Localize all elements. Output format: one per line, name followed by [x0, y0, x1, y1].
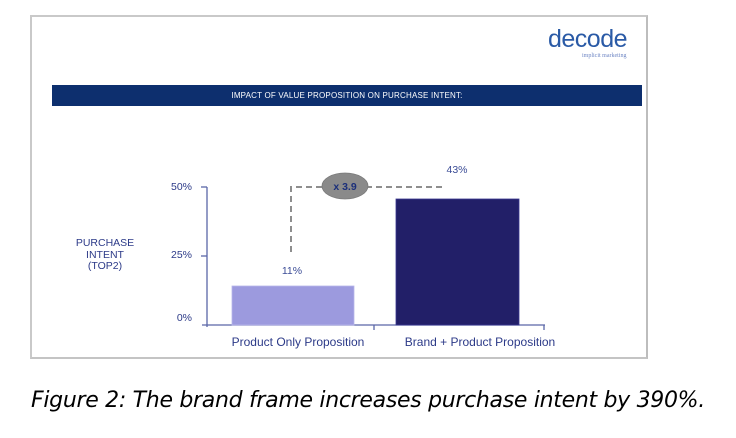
y-axis-label-line: (TOP2): [87, 260, 123, 272]
bar-brand-product: [395, 198, 520, 326]
y-tick-0: 0%: [176, 312, 192, 324]
multiplier-label: x 3.9: [333, 181, 357, 193]
figure-caption: Figure 2: The brand frame increases purc…: [31, 388, 705, 413]
bar-value-label: 43%: [446, 164, 468, 176]
logo-tagline: implicit marketing: [582, 53, 627, 59]
y-tick-50: 50%: [170, 181, 192, 193]
category-label: Brand + Product Proposition: [404, 335, 556, 349]
bar-value-label: 11%: [281, 265, 303, 277]
y-axis-label: PURCHASE INTENT (TOP2): [60, 237, 150, 273]
multiplier-ellipse: [321, 172, 369, 200]
y-axis-label-line: INTENT: [86, 248, 124, 261]
y-axis-label-line: PURCHASE: [75, 237, 135, 249]
bar-product-only: [231, 285, 355, 326]
chart-title-banner: IMPACT OF VALUE PROPOSITION ON PURCHASE …: [52, 85, 642, 106]
y-tick-25: 25%: [170, 249, 192, 261]
decode-logo: decode: [548, 25, 628, 53]
category-label: Product Only Proposition: [231, 335, 365, 349]
comparison-connector: [290, 186, 443, 252]
